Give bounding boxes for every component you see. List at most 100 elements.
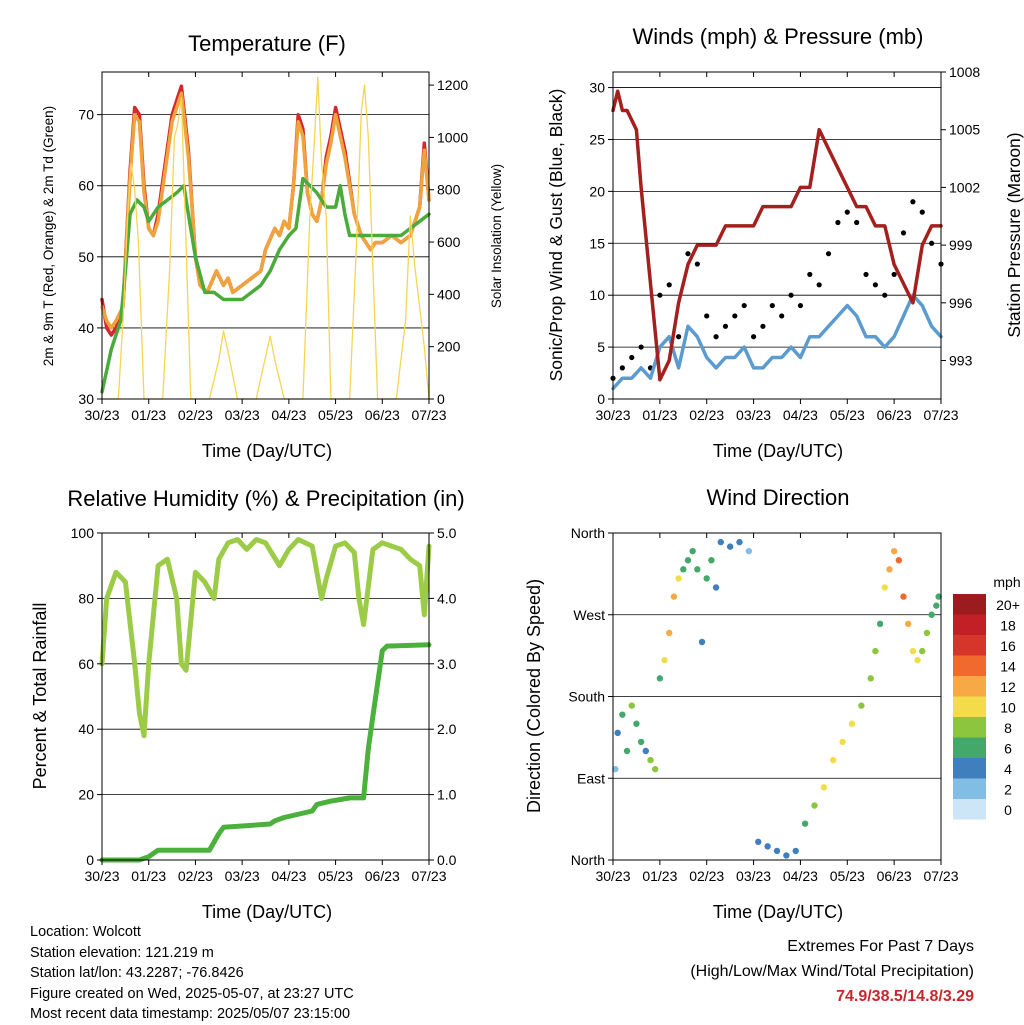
direction-point: [905, 620, 912, 628]
direction-point: [726, 543, 734, 550]
direction-point: [745, 547, 753, 555]
legend-swatch: [953, 758, 986, 779]
y2tick-label: 5.0: [437, 525, 457, 541]
humidity-ylabel: Percent & Total Rainfall: [30, 603, 50, 790]
gust-point: [685, 251, 691, 257]
ytick-label: North: [571, 525, 605, 541]
extremes-title: Extremes For Past 7 Days: [787, 938, 974, 955]
direction-point: [900, 593, 907, 600]
y2tick-label: 4.0: [437, 590, 457, 606]
winds-yticks: 0 5 10 15 20 25 30: [589, 80, 613, 407]
winds-frame: [612, 71, 942, 400]
direction-point: [933, 602, 940, 609]
direction-point: [881, 584, 888, 591]
legend-swatch: [953, 594, 986, 615]
y2tick-label: 1000: [437, 129, 468, 145]
direction-point: [820, 784, 828, 791]
figure-created: Figure created on Wed, 2025-05-07, at 23…: [30, 985, 354, 1002]
direction-panel: Wind Direction Time (Day/UTC) Direction …: [524, 485, 1021, 922]
direction-grid: [613, 614, 941, 779]
humidity-panel: Relative Humidity (%) & Precipitation (i…: [30, 486, 465, 922]
extremes-values: 74.9/38.5/14.8/3.29: [836, 988, 974, 1005]
y2tick-label: 0.0: [437, 852, 457, 868]
direction-point: [811, 802, 818, 809]
xtick-label: 01/23: [642, 868, 677, 884]
y2tick-label: 400: [437, 286, 461, 302]
humidity-xlabel: Time (Day/UTC): [202, 902, 332, 922]
y2tick-label: 2.0: [437, 721, 457, 737]
xtick-label: 04/23: [271, 868, 306, 884]
direction-point: [773, 847, 781, 855]
ytick-label: 5: [597, 339, 605, 355]
xtick-label: 06/23: [365, 407, 400, 423]
direction-point: [839, 738, 846, 746]
direction-point: [651, 765, 659, 773]
gust-point: [722, 323, 729, 329]
xtick-label: 03/23: [225, 868, 260, 884]
winds-grid: [613, 87, 941, 348]
direction-xticks: 30/23 01/23 02/23 03/23 04/23 05/23 06/23 07/23: [595, 533, 959, 884]
ytick-label: 15: [589, 235, 605, 251]
direction-point: [848, 720, 856, 727]
ytick-label: 20: [78, 787, 94, 803]
direction-point: [684, 557, 692, 564]
temperature-xlabel: Time (Day/UTC): [202, 441, 332, 461]
xtick-label: 01/23: [131, 868, 166, 884]
ytick-label: South: [568, 689, 605, 705]
temperature-frame: [101, 71, 430, 400]
winds-xlabel: Time (Day/UTC): [713, 441, 843, 461]
ytick-label: 40: [78, 320, 94, 336]
direction-point: [919, 647, 926, 655]
ytick-label: 30: [78, 391, 94, 407]
ytick-label: East: [577, 770, 605, 786]
gust-point: [657, 292, 663, 298]
temperature-grid: [102, 114, 429, 329]
winds-series: [610, 89, 944, 391]
legend-label: 14: [1000, 659, 1016, 675]
legend-label: 18: [1000, 618, 1016, 634]
xtick-label: 07/23: [411, 407, 446, 423]
gust-point: [807, 271, 813, 278]
y2tick-label: 1.0: [437, 787, 457, 803]
xtick-label: 01/23: [131, 407, 166, 423]
legend-label: 20+: [996, 597, 1020, 613]
temperature-y2ticks: 0 200 400 600 800 1000 1200: [429, 77, 468, 407]
xtick-label: 01/23: [642, 407, 677, 423]
direction-point: [675, 575, 682, 582]
y2tick-label: 999: [949, 237, 973, 253]
direction-point: [764, 843, 771, 850]
station-latlon: Station lat/lon: 43.2287; -76.8426: [30, 965, 244, 981]
direction-point: [612, 765, 619, 773]
gust-point: [750, 334, 757, 340]
direction-point: [867, 675, 874, 682]
speed-legend-title: mph: [993, 574, 1020, 590]
direction-point: [890, 547, 898, 555]
legend-label: 8: [1004, 720, 1012, 736]
direction-point: [801, 820, 809, 827]
xtick-label: 05/23: [830, 407, 865, 423]
xtick-label: 30/23: [595, 407, 630, 423]
temperature-xticks: 30/23 01/23 02/23 03/23 04/23 05/23 06/23 07/23: [84, 72, 447, 423]
legend-swatch: [953, 778, 986, 799]
direction-point: [876, 620, 884, 628]
winds-y2label: Station Pressure (Maroon): [1004, 132, 1024, 337]
xtick-label: 04/23: [783, 868, 818, 884]
xtick-label: 07/23: [411, 868, 446, 884]
direction-yticks: North East South West North: [568, 525, 613, 868]
ytick-label: 50: [78, 249, 94, 265]
legend-label: 12: [1000, 679, 1016, 695]
gust-point: [929, 240, 935, 246]
legend-label: 2: [1004, 782, 1012, 798]
y2tick-label: 1200: [437, 77, 468, 93]
direction-point: [717, 538, 724, 546]
temperature-ylabel: 2m & 9m T (Red, Orange) & 2m Td (Green): [41, 106, 56, 366]
gust-point: [854, 219, 860, 226]
humidity-frame: [101, 532, 430, 861]
ytick-label: 0: [86, 852, 94, 868]
xtick-label: 07/23: [923, 868, 958, 884]
direction-point: [694, 566, 701, 573]
ytick-label: 60: [78, 178, 94, 194]
gust-point: [910, 199, 916, 205]
legend-swatch: [953, 635, 986, 656]
gust-point: [732, 313, 738, 319]
